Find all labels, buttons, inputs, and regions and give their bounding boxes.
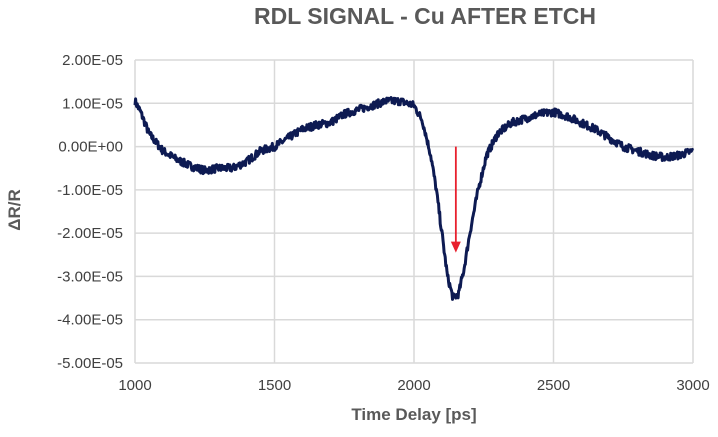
y-tick-label: 1.00E-05 <box>62 95 123 112</box>
x-axis-label: Time Delay [ps] <box>351 405 476 424</box>
y-tick-label: -4.00E-05 <box>57 312 123 329</box>
series-line <box>133 96 695 301</box>
y-tick-label: -3.00E-05 <box>57 268 123 285</box>
y-axis-label: ΔR/R <box>5 189 24 231</box>
x-tick-label: 2000 <box>397 377 430 394</box>
y-tick-label: 2.00E-05 <box>62 52 123 69</box>
y-tick-label: -2.00E-05 <box>57 225 123 242</box>
y-tick-label: -1.00E-05 <box>57 182 123 199</box>
x-tick-label: 3000 <box>676 377 709 394</box>
annotation-arrow-head <box>450 241 461 253</box>
annotation-layer <box>450 146 461 253</box>
y-tick-label: 0.00E+00 <box>58 139 123 156</box>
x-tick-label: 1000 <box>118 377 151 394</box>
x-tick-label: 2500 <box>537 377 570 394</box>
series-layer <box>133 96 695 301</box>
x-tick-label: 1500 <box>258 377 291 394</box>
chart-title: RDL SIGNAL - Cu AFTER ETCH <box>254 3 596 29</box>
y-axis-ticks: 2.00E-05 1.00E-05 0.00E+00 -1.00E-05 -2.00E-… <box>57 52 123 372</box>
x-axis-ticks: 1000 1500 2000 2500 3000 <box>118 377 709 394</box>
y-tick-label: -5.00E-05 <box>57 355 123 372</box>
